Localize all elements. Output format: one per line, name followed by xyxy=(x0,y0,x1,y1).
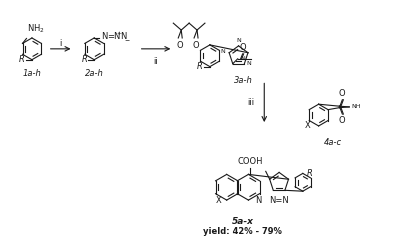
Text: 1a-h: 1a-h xyxy=(22,69,41,78)
Text: N: N xyxy=(120,32,126,41)
Text: O: O xyxy=(193,41,199,50)
Text: R: R xyxy=(197,62,203,71)
Text: N: N xyxy=(236,38,241,43)
Text: COOH: COOH xyxy=(238,157,263,166)
Text: 3a-h: 3a-h xyxy=(234,76,253,84)
Text: O: O xyxy=(239,43,246,52)
Text: 5a-x: 5a-x xyxy=(232,217,254,226)
Text: i: i xyxy=(60,39,62,48)
Text: 2a-h: 2a-h xyxy=(85,69,104,78)
Text: N: N xyxy=(246,61,251,66)
Text: X: X xyxy=(305,122,311,131)
Text: R: R xyxy=(82,55,87,64)
Text: R: R xyxy=(19,55,25,64)
Text: iii: iii xyxy=(247,98,254,107)
Text: yield: 42% - 79%: yield: 42% - 79% xyxy=(203,227,282,236)
Text: O: O xyxy=(338,89,345,98)
Text: 4a-c: 4a-c xyxy=(324,138,342,147)
Text: N: N xyxy=(240,56,245,61)
Text: O: O xyxy=(177,41,184,50)
Text: N=N: N=N xyxy=(269,196,289,205)
Text: N: N xyxy=(255,196,262,205)
Text: −: − xyxy=(124,37,129,42)
Text: NH$_2$: NH$_2$ xyxy=(28,22,45,34)
Text: O: O xyxy=(338,116,345,125)
Text: +: + xyxy=(116,30,121,36)
Text: =: = xyxy=(107,32,114,41)
Text: R: R xyxy=(307,169,313,178)
Text: N: N xyxy=(220,49,225,54)
Text: NH: NH xyxy=(351,104,361,109)
Text: N: N xyxy=(101,32,108,41)
Text: X: X xyxy=(216,196,222,205)
Text: ii: ii xyxy=(153,57,158,66)
Text: N: N xyxy=(113,32,119,41)
